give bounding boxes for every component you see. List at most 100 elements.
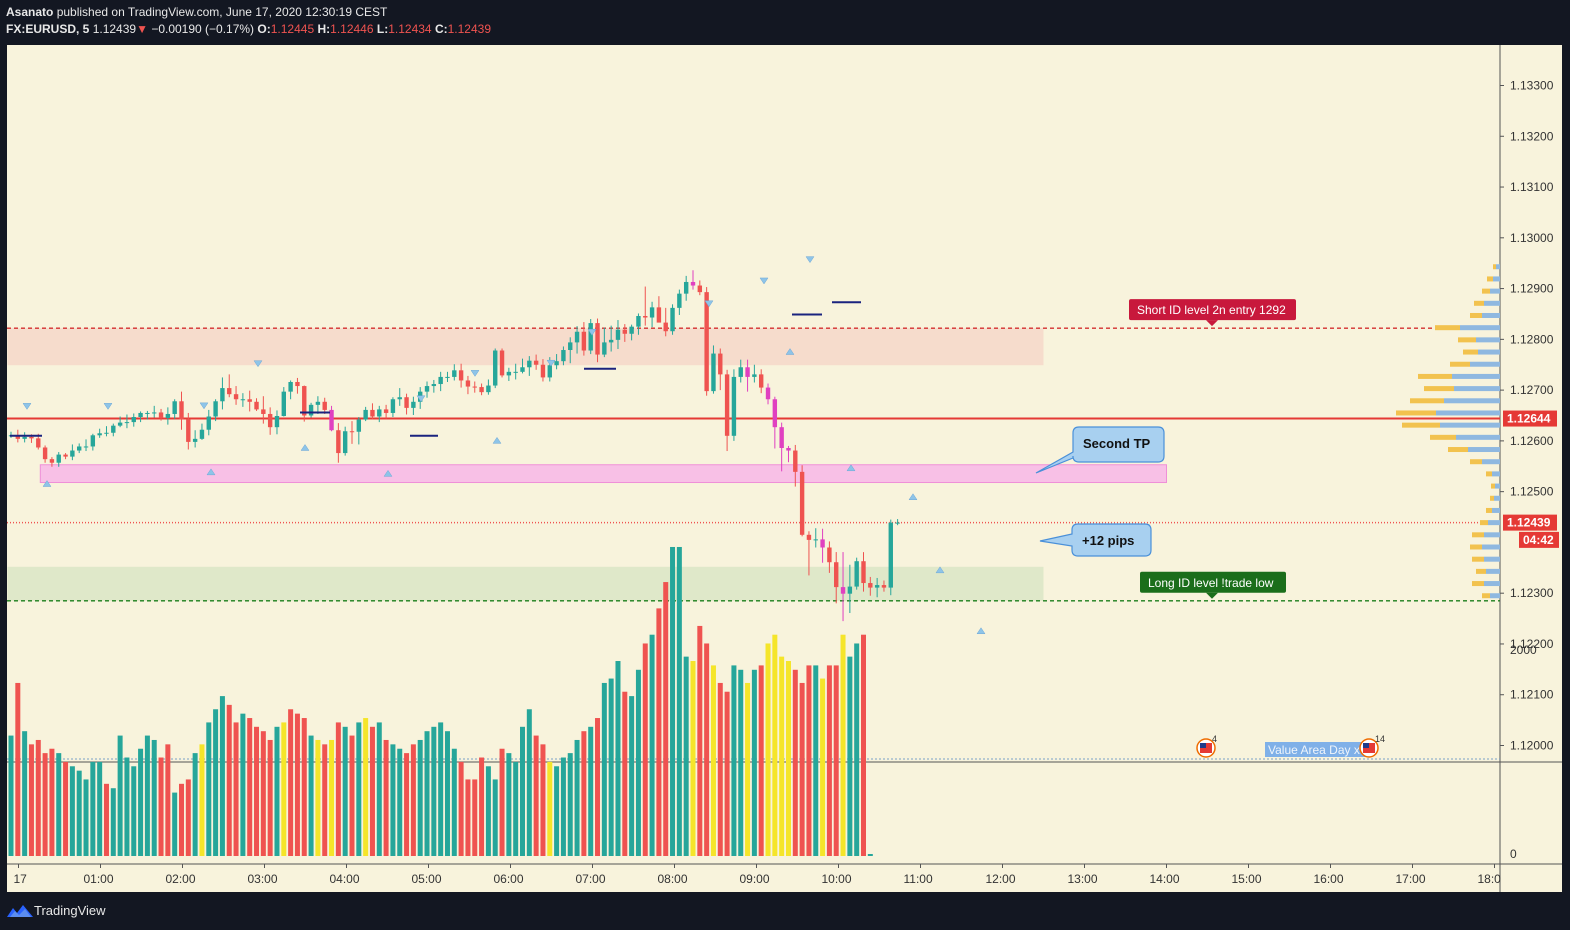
volume-bar [710, 665, 716, 856]
candle-body [397, 397, 402, 400]
low-label: L: [376, 22, 389, 36]
volume-bar [820, 678, 826, 856]
volume-bar [356, 722, 362, 856]
candle-body [486, 385, 491, 393]
legend-line: FX:EURUSD, 5 1.12439▼ −0.00190 (−0.17%) … [6, 22, 491, 36]
tradingview-logo-icon[interactable] [7, 903, 33, 919]
volume-bar [247, 718, 253, 856]
us-flag-event-1[interactable]: 4 [1196, 734, 1217, 758]
candle-body [888, 522, 893, 588]
pivot-high-marker [199, 402, 209, 410]
candle-body [458, 370, 464, 381]
candle-body [622, 329, 627, 334]
candle-body [779, 427, 784, 448]
candle-body [827, 547, 832, 563]
candle-body [840, 587, 846, 594]
volume-profile-bid [1486, 471, 1492, 477]
symbol-label[interactable]: FX:EURUSD, 5 [6, 22, 90, 36]
volume-bar [792, 669, 798, 856]
tradingview-brand[interactable]: TradingView [34, 903, 106, 918]
volume-bar [397, 748, 403, 856]
volume-bar [192, 753, 198, 856]
x-tick-label: 07:00 [576, 872, 606, 886]
long-id-label: Long ID level !trade low [1148, 576, 1274, 590]
candle-body [411, 401, 416, 408]
volume-bar [35, 739, 41, 856]
volume-profile-ask [1468, 447, 1500, 453]
x-tick-label: 08:00 [658, 872, 688, 886]
pivot-low-marker [908, 493, 918, 500]
volume-bar [103, 783, 109, 856]
candle-body [499, 350, 505, 376]
candle-body [874, 585, 880, 588]
volume-bar [22, 731, 28, 856]
volume-profile-ask [1454, 386, 1500, 392]
volume-profile-bid [1482, 593, 1490, 599]
volume-bar [601, 682, 607, 856]
candle-body [267, 413, 273, 428]
candle-body [602, 342, 607, 355]
volume-bar [288, 709, 294, 856]
candle-body [336, 430, 341, 454]
candle-body [513, 371, 518, 373]
volume-bar [172, 792, 178, 856]
volume-bar [8, 735, 14, 856]
candle-body [615, 329, 621, 340]
candle-body [834, 562, 839, 588]
volume-bar [349, 735, 355, 856]
candle-body [540, 364, 546, 378]
y-tick-label: 1.13300 [1510, 79, 1554, 93]
candle-body [233, 394, 239, 400]
volume-bar [547, 761, 553, 856]
candle-body [861, 561, 866, 584]
candle-body [131, 417, 136, 423]
candle-body [670, 307, 675, 332]
candle-body [472, 386, 477, 388]
volume-bar [69, 766, 75, 856]
candle-body [554, 361, 559, 366]
candle-body [568, 342, 573, 351]
x-tick-label: 05:00 [412, 872, 442, 886]
price-axis-label: 04:42 [1523, 533, 1554, 547]
open-label: O: [257, 22, 271, 36]
published-text: published on TradingView.com, June 17, 2… [56, 5, 388, 19]
volume-tick-label: 0 [1510, 847, 1517, 861]
volume-profile-bid [1491, 483, 1495, 489]
us-flag-canton [1363, 743, 1369, 748]
pivot-high-marker [704, 300, 714, 308]
volume-bar [213, 709, 219, 856]
volume-bar [847, 656, 853, 856]
volume-bar [335, 722, 341, 856]
price-axis[interactable] [1500, 45, 1562, 892]
author-name[interactable]: Asanato [6, 5, 54, 19]
volume-bar [431, 726, 437, 856]
volume-bar [138, 748, 144, 856]
candle-body [192, 438, 198, 442]
candle-body [83, 446, 89, 448]
volume-profile-bid [1450, 361, 1470, 367]
pivot-low-marker [383, 469, 393, 477]
volume-bar [233, 722, 239, 856]
volume-profile-bid [1472, 581, 1484, 587]
price-change: −0.00190 (−0.17%) [151, 22, 255, 36]
volume-bar [485, 766, 491, 856]
pivot-high-marker [103, 403, 113, 410]
y-tick-label: 1.12900 [1510, 282, 1554, 296]
volume-bar [226, 704, 232, 856]
volume-bar [785, 661, 791, 856]
volume-profile-ask [1444, 398, 1500, 404]
candle-body [15, 435, 21, 439]
candle-body [752, 374, 757, 377]
volume-bar [301, 718, 307, 856]
candle-body [206, 416, 211, 430]
volume-profile-bid [1402, 422, 1440, 428]
us-flag-event-2[interactable]: 14 [1359, 734, 1385, 758]
candle-body [656, 307, 662, 323]
long-id-label-pointer [1206, 592, 1218, 599]
volume-bar [745, 682, 751, 856]
pivot-low-marker [846, 464, 856, 472]
candle-body [574, 331, 580, 343]
volume-bar [581, 731, 587, 856]
volume-bar [144, 735, 150, 856]
